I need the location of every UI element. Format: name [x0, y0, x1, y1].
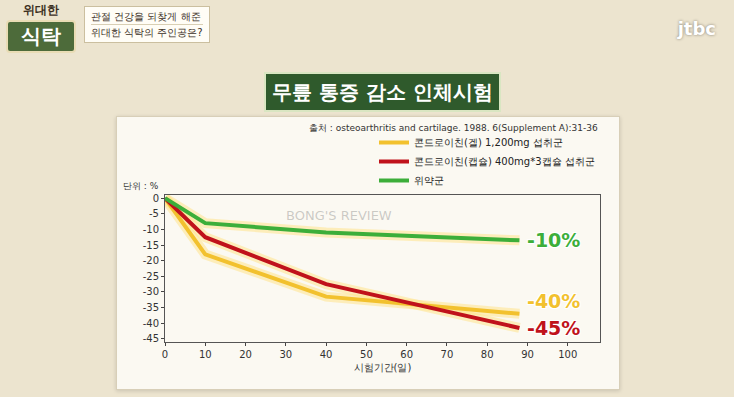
svg-text:90: 90 — [521, 349, 534, 360]
svg-text:시험기간(일): 시험기간(일) — [354, 362, 412, 373]
svg-text:70: 70 — [441, 349, 454, 360]
svg-text:-15: -15 — [143, 240, 159, 251]
svg-text:40: 40 — [320, 349, 333, 360]
svg-text:-45: -45 — [143, 333, 159, 344]
svg-text:60: 60 — [400, 349, 413, 360]
svg-text:출처 : osteoarthritis and cartil: 출처 : osteoarthritis and cartilage. 1988.… — [309, 123, 598, 133]
svg-text:100: 100 — [558, 349, 577, 360]
svg-text:50: 50 — [360, 349, 373, 360]
svg-text:단위 : %: 단위 : % — [123, 181, 159, 191]
svg-text:80: 80 — [481, 349, 494, 360]
html-text:식탁: 식탁 — [21, 24, 61, 48]
html-text:관절 건강을 되찾게 해준: 관절 건강을 되찾게 해준 — [91, 11, 201, 22]
svg-text:-10%: -10% — [527, 229, 580, 251]
svg-text:BONG'S REVIEW: BONG'S REVIEW — [286, 208, 392, 223]
svg-text:위약군: 위약군 — [414, 175, 444, 186]
html-text:위대한 식탁의 주인공은?: 위대한 식탁의 주인공은? — [91, 27, 203, 38]
svg-text:무릎 통증 감소 인체시험: 무릎 통증 감소 인체시험 — [272, 80, 493, 104]
svg-text:콘드로이친(겔) 1,200mg 섭취군: 콘드로이친(겔) 1,200mg 섭취군 — [414, 137, 563, 148]
svg-text:0: 0 — [153, 193, 159, 204]
svg-text:-25: -25 — [143, 271, 159, 282]
svg-text:-35: -35 — [143, 302, 159, 313]
svg-text:-30: -30 — [143, 286, 159, 297]
svg-text:-5: -5 — [149, 208, 159, 219]
svg-text:0: 0 — [162, 349, 168, 360]
svg-text:-20: -20 — [143, 255, 159, 266]
svg-text:-40: -40 — [143, 318, 159, 329]
html-text:위대한: 위대한 — [23, 3, 59, 17]
svg-text:10: 10 — [199, 349, 212, 360]
svg-text:-45%: -45% — [527, 317, 580, 339]
svg-text:콘드로이친(캡슐) 400mg*3캡슐 섭취군: 콘드로이친(캡슐) 400mg*3캡슐 섭취군 — [414, 156, 595, 167]
html-text:jtbc: jtbc — [677, 18, 716, 39]
svg-text:20: 20 — [239, 349, 252, 360]
svg-text:30: 30 — [279, 349, 292, 360]
svg-text:-40%: -40% — [527, 290, 580, 312]
svg-text:-10: -10 — [143, 224, 159, 235]
